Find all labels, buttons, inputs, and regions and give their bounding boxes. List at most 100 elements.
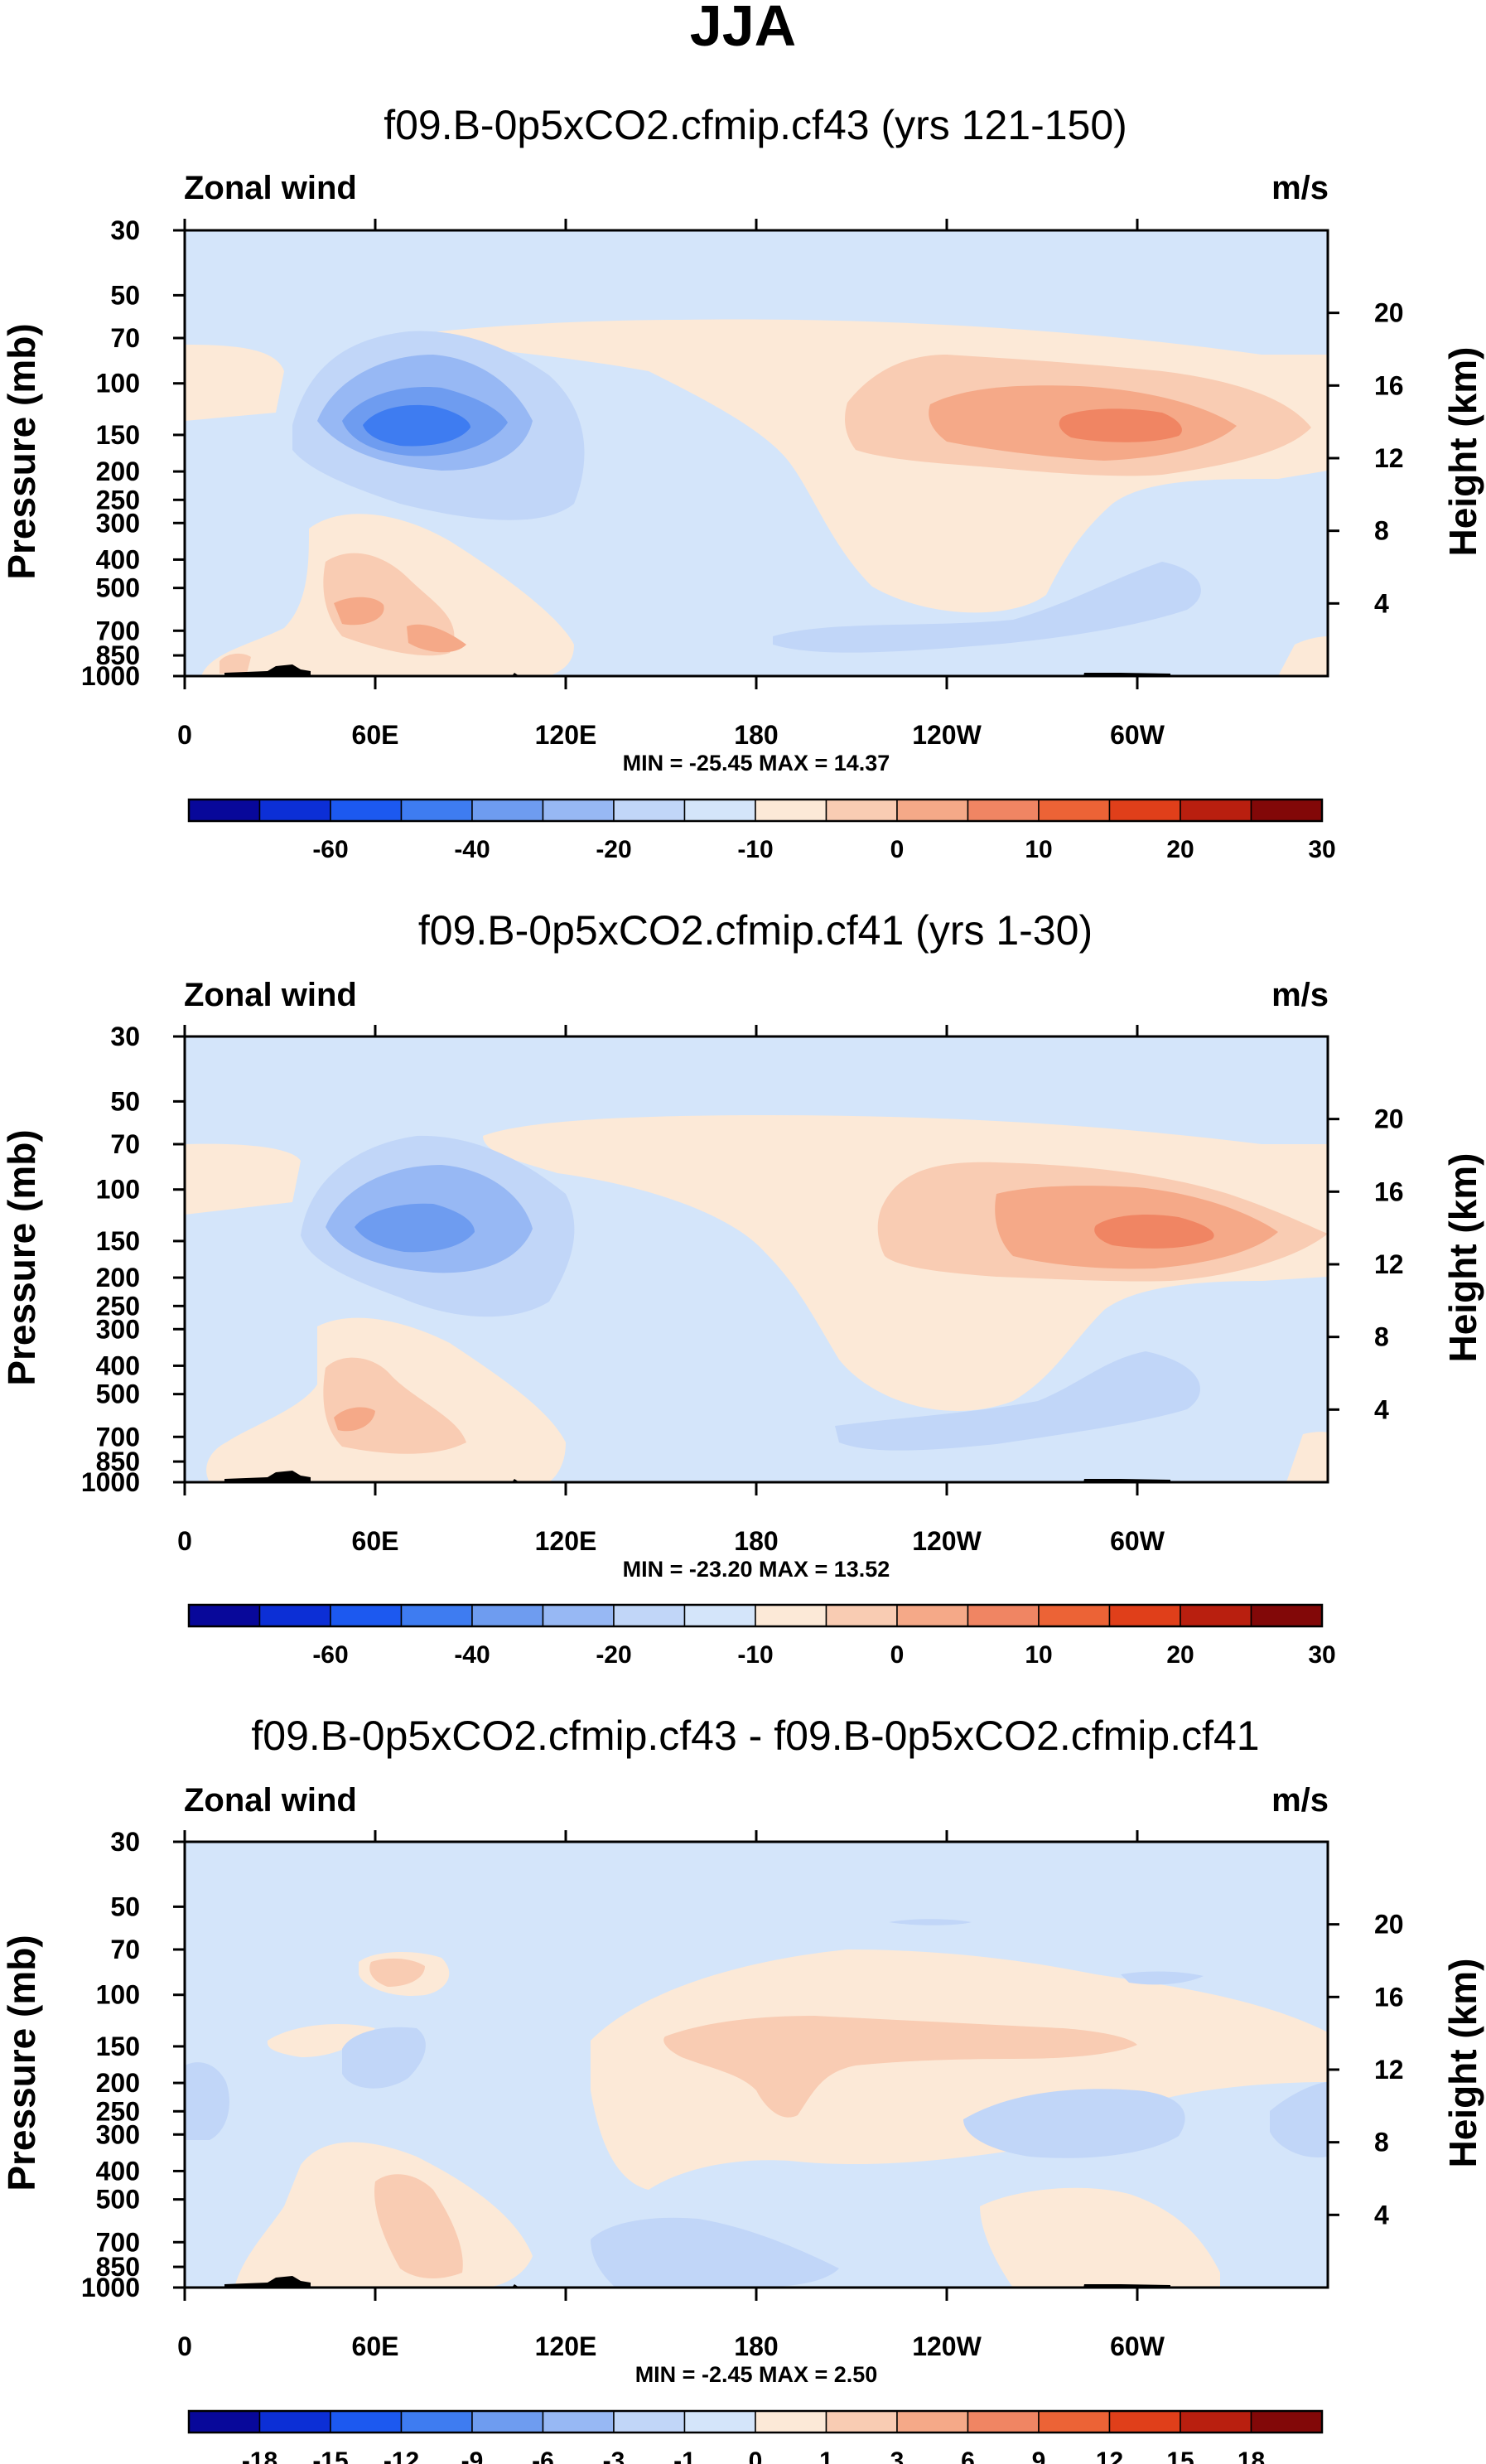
longitude-tick-label: 60E — [352, 2331, 399, 2361]
colorbar-box — [471, 2410, 544, 2433]
height-tick-label: 8 — [1374, 1322, 1389, 1352]
colorbar-box — [825, 799, 898, 822]
colorbar-box — [1180, 2410, 1252, 2433]
colorbar-box — [613, 2410, 686, 2433]
panel-1: f09.B-0p5xCO2.cfmip.cf43 (yrs 121-150) Z… — [0, 102, 1484, 863]
colorbar-box — [683, 799, 756, 822]
colorbar-label: -60 — [312, 836, 348, 863]
longitude-tick-label: 0 — [177, 720, 192, 750]
colorbar-box — [967, 2410, 1040, 2433]
pressure-tick-label: 200 — [96, 1263, 140, 1292]
colorbar-label: -40 — [454, 836, 490, 863]
colorbar-box — [683, 1604, 756, 1627]
colorbar-label: 0 — [890, 1641, 905, 1669]
colorbar-box — [1038, 2410, 1111, 2433]
longitude-tick-label: 0 — [177, 1526, 192, 1556]
contour-fill — [185, 2062, 229, 2140]
colorbar-label: 15 — [1166, 2447, 1194, 2464]
contour-fill — [963, 2089, 1185, 2158]
pressure-tick-label: 700 — [96, 616, 140, 645]
height-axis-label: Height (km) — [1441, 1153, 1484, 1363]
units-label: m/s — [1271, 170, 1329, 206]
colorbar-box — [542, 1604, 615, 1627]
colorbar-box — [967, 1604, 1040, 1627]
contour-fill — [374, 2174, 463, 2278]
contour-fill — [407, 624, 466, 653]
colorbar-box — [896, 2410, 969, 2433]
height-tick-label: 4 — [1374, 2200, 1389, 2230]
colorbar-label: 10 — [1025, 836, 1052, 863]
negative-wind-regions — [185, 1919, 1328, 2288]
colorbar-box — [896, 799, 969, 822]
longitude-tick-label: 120W — [912, 720, 982, 750]
contour-fill — [185, 345, 284, 421]
colorbar-box — [1038, 799, 1111, 822]
height-tick-label: 20 — [1374, 298, 1404, 328]
pressure-tick-label: 500 — [96, 573, 140, 603]
colorbar-box — [613, 799, 686, 822]
colorbar-label: 20 — [1166, 1641, 1194, 1669]
colorbar: -60 -40 -20 -10 0 10 20 30 — [187, 798, 1336, 863]
variable-label: Zonal wind — [184, 977, 357, 1013]
longitude-tick-label: 120W — [912, 1526, 982, 1556]
min-max-label: MIN = -2.45 MAX = 2.50 — [635, 2362, 878, 2387]
longitude-tick-label: 60W — [1110, 2331, 1165, 2361]
colorbar-box — [1108, 799, 1181, 822]
height-tick-label: 4 — [1374, 588, 1389, 618]
colorbar-box — [1180, 1604, 1252, 1627]
contour-fill — [369, 1958, 425, 1987]
colorbar-box — [967, 799, 1040, 822]
colorbar-label: 0 — [890, 836, 905, 863]
colorbar-label: 9 — [1032, 2447, 1046, 2464]
height-tick-label: 8 — [1374, 2128, 1389, 2157]
colorbar: -60 -40 -20 -10 0 10 20 30 — [187, 1603, 1336, 1669]
colorbar-box — [1250, 1604, 1323, 1627]
colorbar-box — [1038, 1604, 1111, 1627]
colorbar-box — [542, 799, 615, 822]
height-tick-label: 8 — [1374, 516, 1389, 546]
pressure-tick-label: 50 — [110, 1891, 140, 1921]
longitude-tick-label: 180 — [734, 1526, 778, 1556]
contour-fill — [889, 1919, 972, 1925]
negative-wind-regions — [301, 1135, 1200, 1451]
colorbar-box — [400, 1604, 473, 1627]
panel-title: f09.B-0p5xCO2.cfmip.cf43 - f09.B-0p5xCO2… — [251, 1713, 1259, 1759]
pressure-tick-label: 850 — [96, 1447, 140, 1476]
longitude-tick-label: 60E — [352, 720, 399, 750]
colorbar-label: 10 — [1025, 1641, 1052, 1669]
panel-2: f09.B-0p5xCO2.cfmip.cf41 (yrs 1-30) Zona… — [0, 907, 1484, 1669]
pressure-tick-label: 70 — [110, 323, 140, 353]
pressure-axis-label: Pressure (mb) — [0, 1935, 43, 2191]
contour-fill — [1286, 1432, 1328, 1482]
panel-title: f09.B-0p5xCO2.cfmip.cf41 (yrs 1-30) — [418, 907, 1093, 954]
contour-fill — [323, 1357, 466, 1454]
pressure-tick-label: 700 — [96, 1422, 140, 1452]
pressure-tick-label: 850 — [96, 2252, 140, 2282]
colorbar-frame — [187, 2409, 1324, 2434]
colorbar-box — [896, 1604, 969, 1627]
colorbar-box — [613, 1604, 686, 1627]
colorbar-label: 3 — [890, 2447, 905, 2464]
units-label: m/s — [1271, 977, 1329, 1013]
pressure-tick-label: 250 — [96, 485, 140, 515]
pressure-tick-label: 100 — [96, 1175, 140, 1205]
colorbar-box — [755, 799, 827, 822]
colorbar-box — [400, 799, 473, 822]
pressure-tick-label: 400 — [96, 544, 140, 574]
pressure-tick-label: 30 — [110, 1022, 140, 1051]
positive-wind-regions — [234, 1949, 1328, 2288]
colorbar-box — [1250, 799, 1323, 822]
panel-title: f09.B-0p5xCO2.cfmip.cf43 (yrs 121-150) — [384, 102, 1127, 148]
contour-fill — [663, 2016, 1137, 2118]
contour-fill — [342, 2027, 426, 2089]
colorbar-box — [1108, 1604, 1181, 1627]
figure-title: JJA — [690, 0, 796, 58]
colorbar-label: -20 — [596, 1641, 631, 1669]
pressure-tick-label: 70 — [110, 1129, 140, 1159]
colorbar-box — [400, 2410, 473, 2433]
colorbar-label: 30 — [1308, 1641, 1335, 1669]
height-tick-label: 16 — [1374, 1176, 1404, 1206]
colorbar-box — [471, 799, 544, 822]
pressure-tick-label: 300 — [96, 508, 140, 538]
